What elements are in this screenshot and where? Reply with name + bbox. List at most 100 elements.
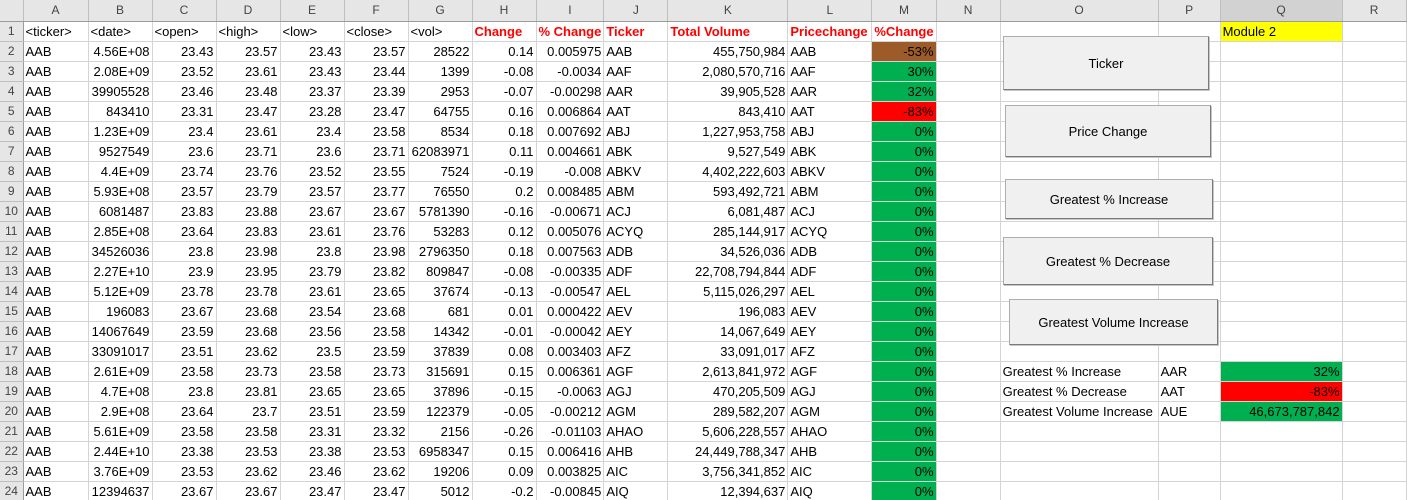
cell[interactable] <box>936 321 1001 342</box>
cell[interactable]: ACYQ <box>787 221 873 242</box>
pct-change-cell[interactable]: 0% <box>871 321 937 342</box>
cell[interactable]: AIC <box>787 461 873 482</box>
cell[interactable]: 23.46 <box>152 81 217 102</box>
cell[interactable]: 23.57 <box>216 41 281 62</box>
cell[interactable]: 23.62 <box>216 341 281 362</box>
cell[interactable]: AFZ <box>603 341 669 362</box>
cell[interactable] <box>1342 481 1407 500</box>
cell[interactable]: 23.82 <box>344 261 409 282</box>
pct-change-cell[interactable]: 0% <box>871 341 937 362</box>
cell[interactable] <box>1342 81 1407 102</box>
cell[interactable]: 23.73 <box>344 361 409 382</box>
cell[interactable]: AAB <box>23 121 89 142</box>
cell[interactable]: 5,115,026,297 <box>667 281 789 302</box>
cell[interactable]: 2.08E+09 <box>88 61 153 82</box>
cell[interactable]: 23.61 <box>280 221 345 242</box>
cell[interactable]: AAB <box>23 241 89 262</box>
row-header[interactable]: 19 <box>0 381 24 402</box>
cell[interactable]: AAB <box>23 201 89 222</box>
cell[interactable]: 23.65 <box>344 281 409 302</box>
cell[interactable]: 23.47 <box>344 101 409 122</box>
cell[interactable] <box>936 281 1001 302</box>
column-header[interactable]: G <box>408 0 473 22</box>
header-cell[interactable]: <low> <box>280 21 345 42</box>
cell[interactable]: 23.53 <box>344 441 409 462</box>
row-header[interactable]: 4 <box>0 81 24 102</box>
cell[interactable]: ADF <box>603 261 669 282</box>
cell[interactable]: 28522 <box>408 41 473 62</box>
row-header[interactable]: 8 <box>0 161 24 182</box>
cell[interactable] <box>1220 121 1343 142</box>
cell[interactable]: 0.15 <box>472 361 537 382</box>
cell[interactable]: 23.65 <box>344 381 409 402</box>
cell[interactable]: AGM <box>787 401 873 422</box>
column-header[interactable]: O <box>1000 0 1159 22</box>
cell[interactable]: 23.5 <box>280 341 345 362</box>
cell[interactable] <box>936 21 1001 42</box>
cell[interactable]: 23.83 <box>152 201 217 222</box>
cell[interactable]: 12,394,637 <box>667 481 789 500</box>
cell[interactable]: 0.006416 <box>536 441 605 462</box>
cell[interactable]: AAB <box>23 221 89 242</box>
cell[interactable]: 5.61E+09 <box>88 421 153 442</box>
cell[interactable]: 23.31 <box>152 101 217 122</box>
cell[interactable]: AAB <box>23 441 89 462</box>
cell[interactable]: 23.98 <box>344 241 409 262</box>
row-header[interactable]: 14 <box>0 281 24 302</box>
cell[interactable] <box>1220 81 1343 102</box>
cell[interactable] <box>1158 441 1221 462</box>
summary-value[interactable]: 32% <box>1220 361 1343 382</box>
cell[interactable] <box>936 241 1001 262</box>
cell[interactable]: AEV <box>603 301 669 322</box>
cell[interactable]: AAB <box>23 141 89 162</box>
cell[interactable]: -0.00212 <box>536 401 605 422</box>
cell[interactable] <box>936 181 1001 202</box>
cell[interactable] <box>936 201 1001 222</box>
cell[interactable]: 23.9 <box>152 261 217 282</box>
cell[interactable] <box>1220 41 1343 62</box>
cell[interactable]: 23.38 <box>280 441 345 462</box>
cell[interactable]: AAB <box>23 361 89 382</box>
cell[interactable]: -0.08 <box>472 61 537 82</box>
cell[interactable]: 64755 <box>408 101 473 122</box>
cell[interactable]: AEV <box>787 301 873 322</box>
cell[interactable]: 0.004661 <box>536 141 605 162</box>
row-header[interactable]: 2 <box>0 41 24 62</box>
cell[interactable]: AGF <box>603 361 669 382</box>
row-header[interactable]: 12 <box>0 241 24 262</box>
cell[interactable] <box>1220 281 1343 302</box>
cell[interactable] <box>1220 221 1343 242</box>
cell[interactable]: AAB <box>23 261 89 282</box>
header-cell[interactable]: <high> <box>216 21 281 42</box>
header-cell[interactable]: Total Volume <box>667 21 789 42</box>
cell[interactable] <box>1342 361 1407 382</box>
cell[interactable] <box>936 81 1001 102</box>
cell[interactable]: 8534 <box>408 121 473 142</box>
cell[interactable]: 23.98 <box>216 241 281 262</box>
cell[interactable]: 23.57 <box>152 181 217 202</box>
cell[interactable]: 33,091,017 <box>667 341 789 362</box>
cell[interactable]: 0.007692 <box>536 121 605 142</box>
cell[interactable] <box>1158 461 1221 482</box>
cell[interactable]: 23.57 <box>280 181 345 202</box>
cell[interactable]: 0.18 <box>472 121 537 142</box>
cell[interactable]: AEL <box>787 281 873 302</box>
column-header[interactable]: R <box>1342 0 1407 22</box>
cell[interactable]: 7524 <box>408 161 473 182</box>
pct-change-cell[interactable]: 0% <box>871 381 937 402</box>
cell[interactable]: 23.79 <box>280 261 345 282</box>
cell[interactable] <box>1220 321 1343 342</box>
cell[interactable]: 809847 <box>408 261 473 282</box>
pct-change-cell[interactable]: 0% <box>871 421 937 442</box>
cell[interactable]: 2,080,570,716 <box>667 61 789 82</box>
cell[interactable]: 23.59 <box>152 321 217 342</box>
cell[interactable]: 4.4E+09 <box>88 161 153 182</box>
cell[interactable] <box>936 421 1001 442</box>
cell[interactable]: ACJ <box>787 201 873 222</box>
cell[interactable]: AAB <box>23 301 89 322</box>
cell[interactable]: 22,708,794,844 <box>667 261 789 282</box>
cell[interactable]: ACYQ <box>603 221 669 242</box>
pct-change-cell[interactable]: 0% <box>871 241 937 262</box>
cell[interactable]: 62083971 <box>408 141 473 162</box>
cell[interactable]: 5781390 <box>408 201 473 222</box>
